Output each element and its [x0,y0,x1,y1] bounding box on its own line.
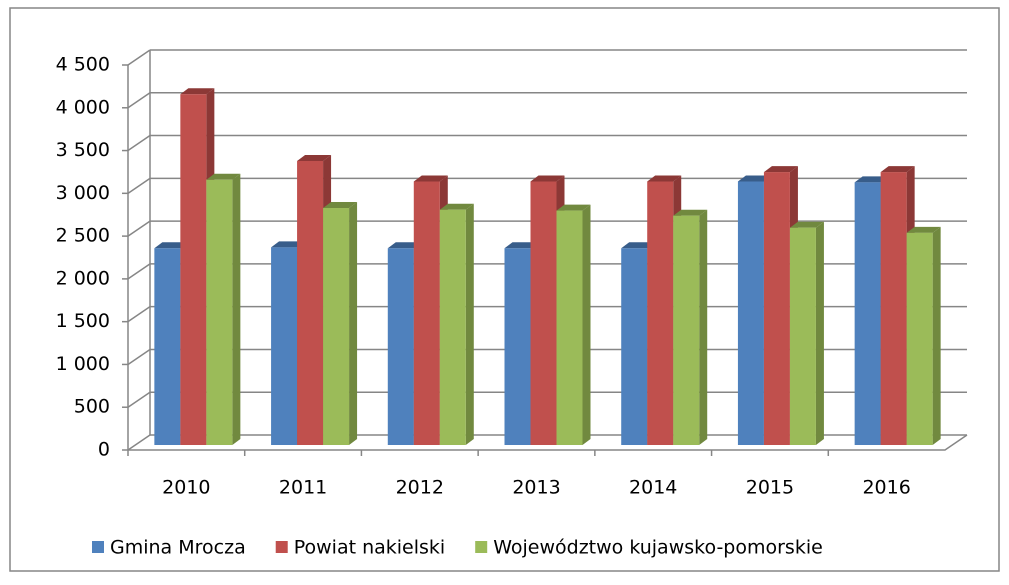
bar-top [530,175,565,182]
bar-front [271,247,298,445]
grid-line-side [127,220,151,237]
grid-line-side [127,92,151,109]
grid-line-side [127,434,151,451]
x-tick-label: 2010 [162,477,210,499]
bar [439,203,474,445]
bar [673,209,708,445]
y-tick-label: 4 500 [56,54,110,76]
x-tick-label: 2013 [512,477,560,499]
x-tick-label: 2012 [396,477,444,499]
y-tick-label: 3 000 [56,182,110,204]
bar-side [349,202,358,445]
bar-front [504,248,531,445]
grid-line-side [127,391,151,408]
bar-top [154,242,189,249]
bar-front [854,182,881,445]
bar-front [323,208,350,445]
bar-top [271,241,306,248]
bar-front [439,209,466,445]
bar-front [621,248,648,445]
bar-front [789,227,816,445]
bar-top [621,242,656,249]
y-tick-label: 0 [98,439,110,461]
bar-top [387,242,422,249]
grid-line-side [127,134,151,152]
legend-label: Powiat nakielski [294,537,445,559]
bar-top [297,154,332,161]
bar-front [906,232,933,445]
grid-line-side [127,49,151,66]
bar-top [673,209,708,216]
bar-top [647,175,682,182]
bar-top [789,221,824,228]
bar [323,202,358,445]
bar-top [180,88,215,95]
bar-front [647,181,674,445]
bar-top [854,176,889,183]
bar-side [232,173,241,445]
bar-front [206,179,233,445]
bar-top [556,204,591,211]
bar [556,204,591,445]
grid-line-side [127,348,151,366]
bar-front [673,215,700,445]
bar-front [530,181,557,445]
bar [789,221,824,445]
y-tick-label: 2 500 [56,225,110,247]
y-tick-label: 1 000 [56,353,110,375]
bar-side [465,203,474,445]
bar-front [180,94,207,445]
y-tick-label: 3 500 [56,139,110,161]
bar-front [297,160,324,445]
grid-line-side [127,263,151,280]
x-tick-label: 2011 [279,477,327,499]
x-tick-label: 2015 [746,477,794,499]
bar-side [932,226,941,445]
bar [906,226,941,445]
bar-top [323,202,358,209]
grid-line-side [127,177,151,194]
y-tick-label: 1 500 [56,310,110,332]
legend-swatch [475,541,488,553]
grid-line-side [127,306,151,323]
x-tick-label: 2016 [862,477,910,499]
bar-top [413,175,448,182]
bar-top [206,173,241,180]
bar-top [439,203,474,210]
bar-front [413,181,440,445]
bar-top [504,242,539,249]
bar [206,173,241,445]
bar-front [737,181,764,445]
bar-side [815,221,824,445]
bar-front [763,172,790,446]
x-tick-label: 2014 [629,477,677,499]
legend-label: Województwo kujawsko-pomorskie [493,537,823,559]
bar-top [880,166,915,173]
y-tick-label: 2 000 [56,267,110,289]
floor [128,434,968,451]
bar-front [556,210,583,445]
bar-top [737,175,772,182]
legend-swatch [275,541,288,553]
bar-front [387,248,414,445]
legend-label: Gmina Mrocza [110,537,246,559]
bar-side [582,204,591,445]
y-tick-label: 4 000 [56,96,110,118]
y-tick-label: 500 [74,396,110,418]
legend-swatch [92,541,104,553]
bar-top [763,166,798,173]
bar-top [906,226,941,233]
bar-front [154,248,181,445]
bar-side [699,209,708,445]
bar-front [880,172,907,446]
